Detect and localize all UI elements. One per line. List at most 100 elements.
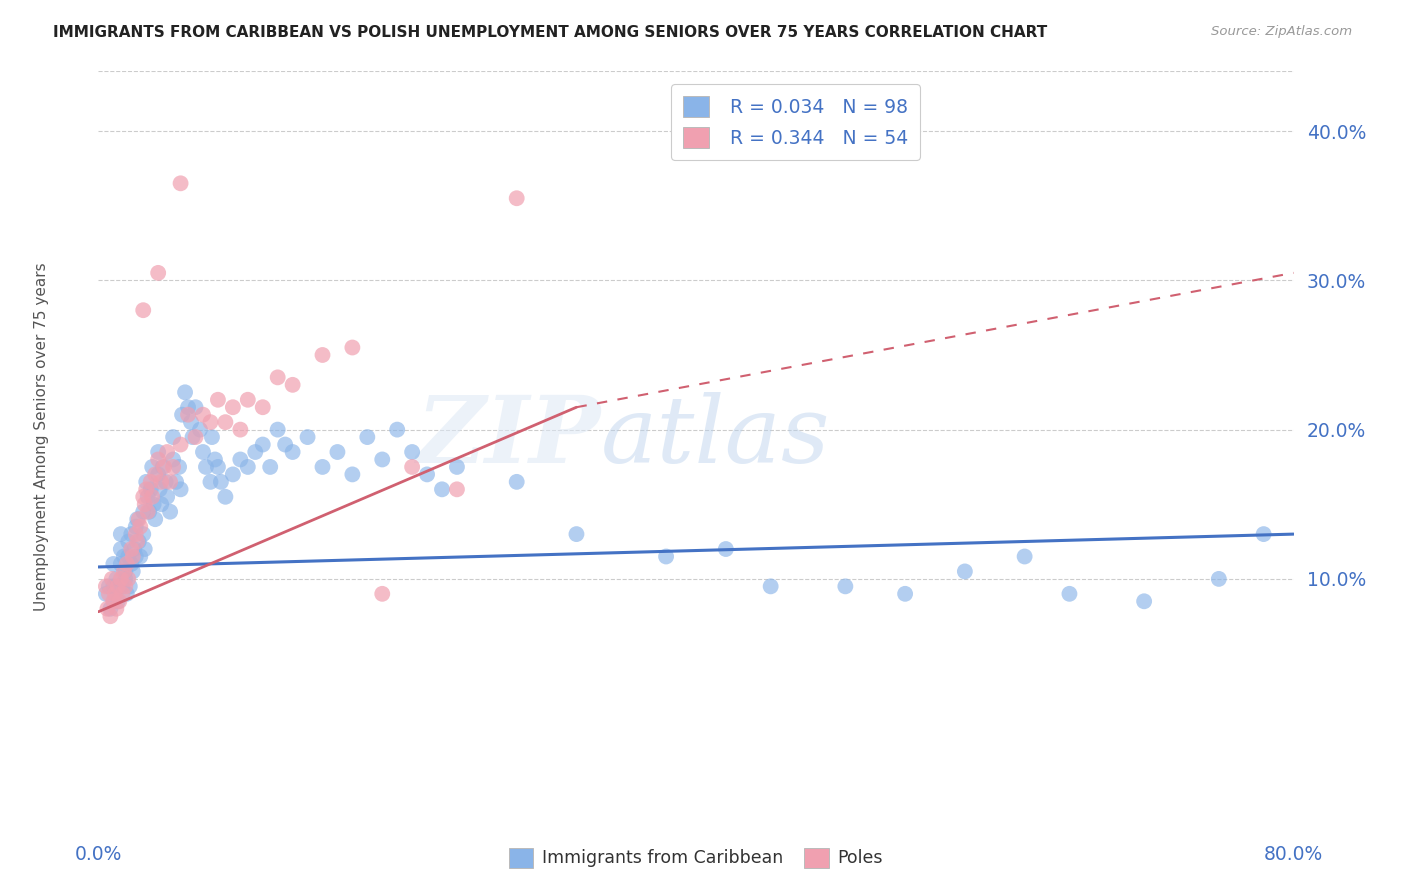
Point: [105, 601, 128, 615]
Point: [110, 557, 132, 571]
Point: [506, 191, 529, 205]
Point: [430, 483, 453, 497]
Point: [150, 497, 173, 511]
Point: [110, 542, 132, 557]
Point: [128, 534, 150, 549]
Point: [149, 483, 172, 497]
Point: [105, 572, 128, 586]
Point: [311, 459, 333, 474]
Point: [245, 445, 267, 459]
Point: [222, 401, 245, 415]
Point: [184, 401, 207, 415]
Point: [132, 527, 155, 541]
Point: [118, 579, 141, 593]
Point: [103, 557, 125, 571]
Point: [141, 459, 163, 474]
Point: [98, 601, 122, 615]
Point: [297, 430, 319, 444]
Point: [401, 459, 423, 474]
Point: [267, 423, 290, 437]
Point: [103, 594, 125, 608]
Point: [120, 542, 142, 557]
Point: [446, 459, 468, 474]
Text: Unemployment Among Seniors over 75 years: Unemployment Among Seniors over 75 years: [34, 263, 49, 611]
Point: [143, 512, 166, 526]
Point: [326, 445, 349, 459]
Point: [139, 483, 162, 497]
Point: [169, 437, 191, 451]
Point: [107, 579, 129, 593]
Point: [148, 467, 170, 482]
Point: [136, 505, 159, 519]
Point: [229, 423, 252, 437]
Point: [446, 483, 468, 497]
Point: [274, 437, 297, 451]
Text: 0.0%: 0.0%: [75, 845, 122, 863]
Point: [1133, 594, 1156, 608]
Point: [134, 542, 156, 557]
Point: [148, 266, 170, 280]
Point: [148, 445, 170, 459]
Point: [129, 549, 152, 564]
Point: [103, 579, 125, 593]
Point: [129, 519, 152, 533]
Point: [143, 467, 166, 482]
Point: [416, 467, 439, 482]
Point: [139, 475, 162, 489]
Point: [1253, 527, 1275, 541]
Point: [117, 572, 139, 586]
Point: [506, 475, 529, 489]
Point: [214, 490, 236, 504]
Text: 80.0%: 80.0%: [1264, 845, 1323, 863]
Point: [385, 423, 409, 437]
Point: [138, 505, 160, 519]
Point: [201, 430, 224, 444]
Point: [565, 527, 588, 541]
Point: [342, 341, 364, 355]
Point: [96, 601, 118, 615]
Point: [207, 459, 229, 474]
Point: [195, 459, 218, 474]
Point: [191, 408, 214, 422]
Point: [162, 452, 184, 467]
Point: [111, 579, 134, 593]
Point: [127, 512, 149, 526]
Point: [135, 475, 157, 489]
Point: [1014, 549, 1036, 564]
Point: [156, 490, 179, 504]
Point: [259, 459, 281, 474]
Point: [200, 475, 222, 489]
Point: [148, 452, 170, 467]
Point: [200, 415, 222, 429]
Point: [281, 377, 304, 392]
Point: [894, 587, 917, 601]
Point: [181, 430, 204, 444]
Point: [162, 430, 184, 444]
Point: [159, 505, 181, 519]
Point: [342, 467, 364, 482]
Point: [159, 475, 181, 489]
Point: [98, 609, 122, 624]
Point: [125, 519, 148, 533]
Point: [155, 475, 177, 489]
Point: [281, 445, 304, 459]
Point: [236, 392, 259, 407]
Point: [267, 370, 290, 384]
Point: [108, 594, 131, 608]
Point: [121, 549, 143, 564]
Point: [117, 549, 139, 564]
Point: [117, 534, 139, 549]
Point: [371, 452, 394, 467]
Point: [94, 579, 117, 593]
Point: [177, 408, 200, 422]
Point: [152, 459, 174, 474]
Point: [169, 483, 191, 497]
Point: [184, 430, 207, 444]
Point: [209, 475, 232, 489]
Point: [834, 579, 856, 593]
Point: [125, 527, 148, 541]
Point: [191, 445, 214, 459]
Point: [125, 549, 148, 564]
Point: [655, 549, 678, 564]
Text: Source: ZipAtlas.com: Source: ZipAtlas.com: [1212, 25, 1353, 38]
